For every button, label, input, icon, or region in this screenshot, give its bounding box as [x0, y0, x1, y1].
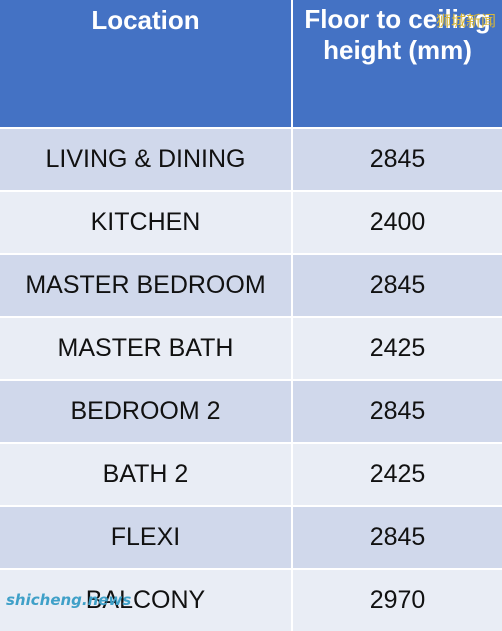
table-row: BATH 2 2425 [0, 442, 502, 506]
table-row: KITCHEN 2400 [0, 190, 502, 254]
location-header: Location [0, 0, 292, 128]
height-cell: 2425 [291, 316, 502, 380]
location-cell: BATH 2 [0, 442, 292, 506]
height-cell: 2845 [291, 505, 502, 569]
height-cell: 2845 [291, 379, 502, 443]
watermark-top: 狮城新闻 [435, 12, 496, 30]
height-cell: 2400 [291, 190, 502, 254]
table-row: LIVING & DINING 2845 [0, 127, 502, 191]
height-cell: 2845 [291, 127, 502, 191]
location-cell: MASTER BATH [0, 316, 292, 380]
height-cell: 2425 [291, 442, 502, 506]
location-cell: FLEXI [0, 505, 292, 569]
table-row: FLEXI 2845 [0, 505, 502, 569]
height-header: Floor to ceiling height (mm) [291, 0, 502, 128]
table-row: MASTER BATH 2425 [0, 316, 502, 380]
location-cell: KITCHEN [0, 190, 292, 254]
watermark-bottom: shicheng.news [6, 591, 132, 609]
table-row: BEDROOM 2 2845 [0, 379, 502, 443]
height-cell: 2970 [291, 568, 502, 631]
location-cell: MASTER BEDROOM [0, 253, 292, 317]
table-row: MASTER BEDROOM 2845 [0, 253, 502, 317]
location-cell: LIVING & DINING [0, 127, 292, 191]
location-cell: BEDROOM 2 [0, 379, 292, 443]
header-row: Location Floor to ceiling height (mm) [0, 0, 502, 128]
height-cell: 2845 [291, 253, 502, 317]
